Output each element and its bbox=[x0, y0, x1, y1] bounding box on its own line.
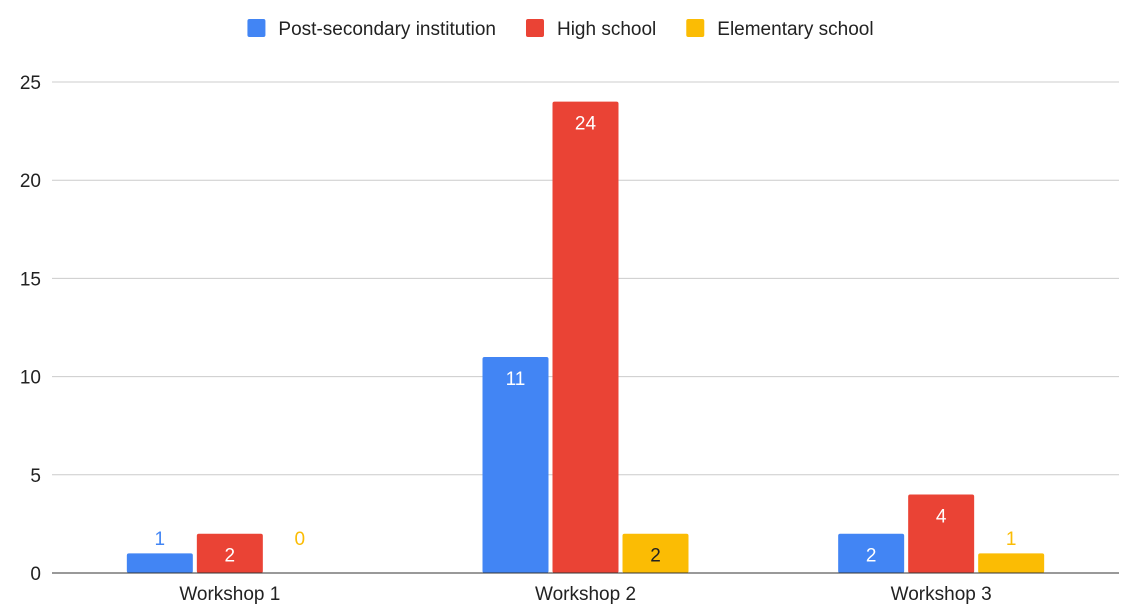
bar-workshop-3-post-secondary-institution bbox=[838, 533, 905, 573]
data-label-workshop-1-high-school: 2 bbox=[225, 546, 236, 567]
legend-label-post-secondary-institution: Post-secondary institution bbox=[278, 19, 496, 40]
legend-label-high-school: High school bbox=[557, 19, 656, 40]
bar-workshop-1-high-school bbox=[196, 533, 263, 573]
legend-swatch-elementary-school bbox=[686, 19, 705, 37]
x-tick-label-workshop-1: Workshop 1 bbox=[179, 584, 280, 605]
bars bbox=[126, 101, 1045, 573]
bar-workshop-3-elementary-school bbox=[978, 553, 1045, 573]
legend: Post-secondary institution High school Ele… bbox=[247, 19, 874, 40]
data-label-workshop-3-high-school: 4 bbox=[936, 506, 947, 527]
x-tick-label-workshop-3: Workshop 3 bbox=[891, 584, 992, 605]
data-label-workshop-2-post-secondary-institution: 11 bbox=[506, 369, 526, 390]
data-label-workshop-3-post-secondary-institution: 2 bbox=[866, 546, 877, 567]
y-tick-label-0: 0 bbox=[30, 564, 41, 585]
y-tick-label-5: 5 bbox=[30, 466, 41, 487]
y-tick-label-20: 20 bbox=[20, 171, 41, 192]
bar-workshop-2-elementary-school bbox=[622, 533, 689, 573]
data-label-workshop-1-elementary-school: 0 bbox=[295, 529, 306, 550]
legend-label-elementary-school: Elementary school bbox=[717, 19, 873, 40]
y-tick-label-15: 15 bbox=[20, 269, 41, 290]
bar-workshop-1-post-secondary-institution bbox=[126, 553, 193, 573]
bar-workshop-2-post-secondary-institution bbox=[482, 356, 549, 573]
bar-workshop-3-high-school bbox=[908, 494, 975, 573]
legend-swatch-high-school bbox=[525, 19, 544, 37]
data-label-workshop-1-post-secondary-institution: 1 bbox=[155, 529, 166, 550]
legend-swatch-post-secondary-institution bbox=[247, 19, 266, 37]
bar-workshop-2-high-school bbox=[552, 101, 619, 573]
x-axis-ticks: Workshop 1 Workshop 2 Workshop 3 bbox=[179, 584, 991, 605]
data-label-workshop-3-elementary-school: 1 bbox=[1006, 529, 1017, 550]
data-label-workshop-2-high-school: 24 bbox=[575, 114, 597, 135]
x-tick-label-workshop-2: Workshop 2 bbox=[535, 584, 636, 605]
y-axis-ticks: 0 5 10 15 20 25 bbox=[20, 73, 41, 585]
y-tick-label-25: 25 bbox=[20, 73, 41, 94]
y-tick-label-10: 10 bbox=[20, 368, 41, 389]
data-label-workshop-2-elementary-school: 2 bbox=[650, 546, 661, 567]
